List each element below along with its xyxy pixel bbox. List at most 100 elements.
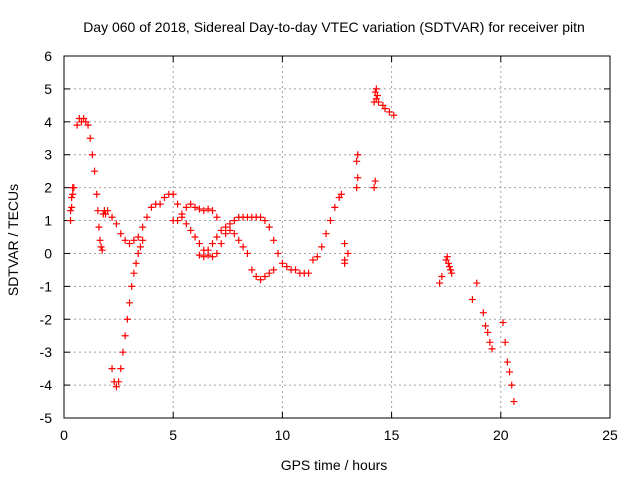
y-tick-label: 1 — [44, 213, 52, 229]
data-point — [261, 217, 269, 225]
x-tick-label: 5 — [169, 427, 177, 443]
data-point — [73, 121, 81, 129]
data-point — [67, 217, 75, 225]
data-point — [195, 240, 203, 248]
x-tick-label: 10 — [275, 427, 291, 443]
data-point — [108, 213, 116, 221]
data-point — [499, 319, 507, 327]
data-marks — [67, 85, 518, 406]
data-point — [119, 348, 127, 356]
data-point — [134, 233, 142, 241]
data-point — [139, 223, 147, 231]
y-tick-label: 6 — [44, 48, 52, 64]
data-point — [248, 266, 256, 274]
data-point — [230, 230, 238, 238]
data-point — [372, 85, 380, 93]
data-point — [341, 240, 349, 248]
y-tick-label: -4 — [40, 377, 53, 393]
data-point — [217, 226, 225, 234]
plot-frame — [63, 55, 611, 419]
data-point — [112, 220, 120, 228]
data-point — [104, 207, 112, 215]
data-point — [270, 236, 278, 244]
data-point — [445, 263, 453, 271]
data-point — [84, 121, 92, 129]
data-point — [182, 220, 190, 228]
data-point — [169, 190, 177, 198]
data-point — [117, 230, 125, 238]
data-point — [486, 338, 494, 346]
data-point — [178, 210, 186, 218]
data-point — [265, 269, 273, 277]
y-tick-label: 0 — [44, 245, 52, 261]
data-point — [353, 157, 361, 165]
data-point — [353, 184, 361, 192]
data-point — [436, 279, 444, 287]
data-point — [67, 207, 75, 215]
data-point — [213, 249, 221, 257]
data-point — [115, 378, 123, 386]
data-point — [209, 253, 217, 261]
data-point — [385, 108, 393, 116]
data-point — [283, 263, 291, 271]
x-tick-label: 20 — [493, 427, 509, 443]
data-point — [326, 217, 334, 225]
y-tick-label: -1 — [40, 278, 53, 294]
x-tick-label: 15 — [384, 427, 400, 443]
data-point — [468, 296, 476, 304]
data-point — [108, 365, 116, 373]
data-point — [195, 251, 203, 259]
data-point — [482, 322, 490, 330]
data-point — [447, 266, 455, 274]
data-point — [313, 253, 321, 261]
data-point — [510, 398, 518, 406]
data-point — [126, 240, 134, 248]
data-point — [96, 236, 104, 244]
data-point — [503, 358, 511, 366]
data-point — [121, 332, 129, 340]
data-point — [200, 207, 208, 215]
data-point — [69, 190, 77, 198]
chart-title: Day 060 of 2018, Sidereal Day-to-day VTE… — [83, 19, 585, 35]
data-point — [182, 203, 190, 211]
data-point — [257, 213, 265, 221]
data-point — [222, 223, 230, 231]
data-point — [235, 236, 243, 244]
data-point — [257, 276, 265, 284]
data-point — [195, 205, 203, 213]
data-point — [354, 174, 362, 182]
data-point — [243, 249, 251, 257]
data-point — [160, 194, 168, 202]
data-point — [123, 315, 131, 323]
data-point — [174, 217, 182, 225]
data-point — [68, 203, 76, 211]
data-point — [126, 299, 134, 307]
data-point — [252, 272, 260, 280]
data-point — [443, 253, 451, 261]
data-point — [187, 200, 195, 208]
data-point — [305, 269, 313, 277]
data-point — [112, 383, 120, 391]
data-point — [239, 243, 247, 251]
data-point — [261, 272, 269, 280]
data-point — [204, 251, 212, 259]
data-point — [444, 259, 452, 267]
data-point — [94, 207, 102, 215]
data-point — [204, 205, 212, 213]
data-point — [200, 253, 208, 261]
y-tick-label: -2 — [40, 311, 53, 327]
data-point — [381, 105, 389, 113]
data-point — [373, 91, 381, 99]
data-point — [292, 266, 300, 274]
y-tick-label: -3 — [40, 344, 53, 360]
data-point — [86, 134, 94, 142]
data-point — [341, 259, 349, 267]
grid — [64, 56, 610, 418]
data-point — [438, 272, 446, 280]
data-point — [132, 259, 140, 267]
data-point — [479, 309, 487, 317]
data-point — [128, 282, 136, 290]
data-point — [174, 200, 182, 208]
data-point — [156, 200, 164, 208]
